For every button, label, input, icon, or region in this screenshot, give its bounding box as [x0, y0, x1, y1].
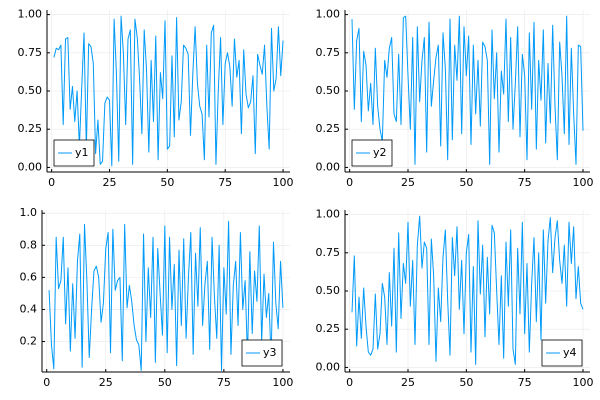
- series-line: [53, 15, 284, 167]
- y-tick-label: 0.75: [316, 46, 341, 59]
- legend: y2: [351, 139, 393, 167]
- x-tick-label: 0: [48, 176, 55, 189]
- y-tick-label: 1.00: [18, 8, 43, 21]
- y-tick-label: 0.50: [316, 284, 341, 297]
- x-tick-label: 100: [272, 376, 293, 389]
- subplot: 0 25 50 75 100 0.00 0.25 0.50 0.75 1.00 y2: [316, 8, 594, 189]
- x-tick-label: 25: [102, 176, 116, 189]
- x-tick-label: 75: [518, 376, 532, 389]
- x-tick-label: 100: [273, 176, 294, 189]
- y-tick-label: 0.2: [20, 335, 38, 348]
- x-tick-label: 50: [160, 176, 174, 189]
- y-tick-label: 1.00: [316, 208, 341, 221]
- y-tick-label: 0.25: [316, 122, 341, 135]
- x-tick-label: 75: [518, 176, 532, 189]
- x-tick-label: 0: [346, 376, 353, 389]
- legend-box: [241, 339, 283, 367]
- legend-label: y1: [75, 146, 89, 159]
- y-tick-label: 0.4: [20, 302, 38, 315]
- y-tick-label: 0.00: [316, 160, 341, 173]
- y-tick-label: 0.6: [20, 270, 38, 283]
- y-tick-label: 0.50: [316, 84, 341, 97]
- y-tick-label: 0.50: [18, 84, 43, 97]
- y-tick-label: 0.8: [20, 238, 38, 251]
- x-tick-label: 25: [99, 376, 113, 389]
- y-tick-label: 0.00: [316, 360, 341, 373]
- x-tick-label: 100: [573, 376, 594, 389]
- x-tick-label: 100: [573, 176, 594, 189]
- x-tick-label: 75: [218, 176, 232, 189]
- legend-label: y3: [263, 346, 277, 359]
- x-tick-label: 0: [346, 176, 353, 189]
- series-line: [351, 215, 584, 365]
- legend: y3: [241, 339, 283, 367]
- series-line: [351, 15, 584, 165]
- y-tick-label: 1.00: [316, 8, 341, 21]
- legend: y1: [53, 139, 95, 167]
- y-tick-label: 0.00: [18, 160, 43, 173]
- x-tick-label: 25: [401, 376, 415, 389]
- y-tick-label: 0.75: [316, 246, 341, 259]
- x-tick-label: 25: [401, 176, 415, 189]
- x-tick-label: 0: [43, 376, 50, 389]
- x-tick-label: 50: [459, 376, 473, 389]
- y-tick-label: 1.0: [20, 206, 38, 219]
- subplot: 0 25 50 75 100 0.2 0.4 0.6 0.8 1.0 y3: [20, 206, 294, 389]
- legend: y4: [541, 339, 583, 367]
- y-tick-label: 0.75: [18, 46, 43, 59]
- x-tick-label: 75: [217, 376, 231, 389]
- x-tick-label: 50: [158, 376, 172, 389]
- legend-label: y2: [373, 146, 387, 159]
- y-tick-label: 0.25: [18, 122, 43, 135]
- series-line: [48, 220, 284, 371]
- legend-label: y4: [563, 346, 577, 359]
- x-tick-label: 50: [459, 176, 473, 189]
- subplot: 0 25 50 75 100 0.00 0.25 0.50 0.75 1.00 y4: [316, 208, 594, 389]
- subplot: 0 25 50 75 100 0.00 0.25 0.50 0.75 1.00 y1: [18, 8, 294, 189]
- y-tick-label: 0.25: [316, 322, 341, 335]
